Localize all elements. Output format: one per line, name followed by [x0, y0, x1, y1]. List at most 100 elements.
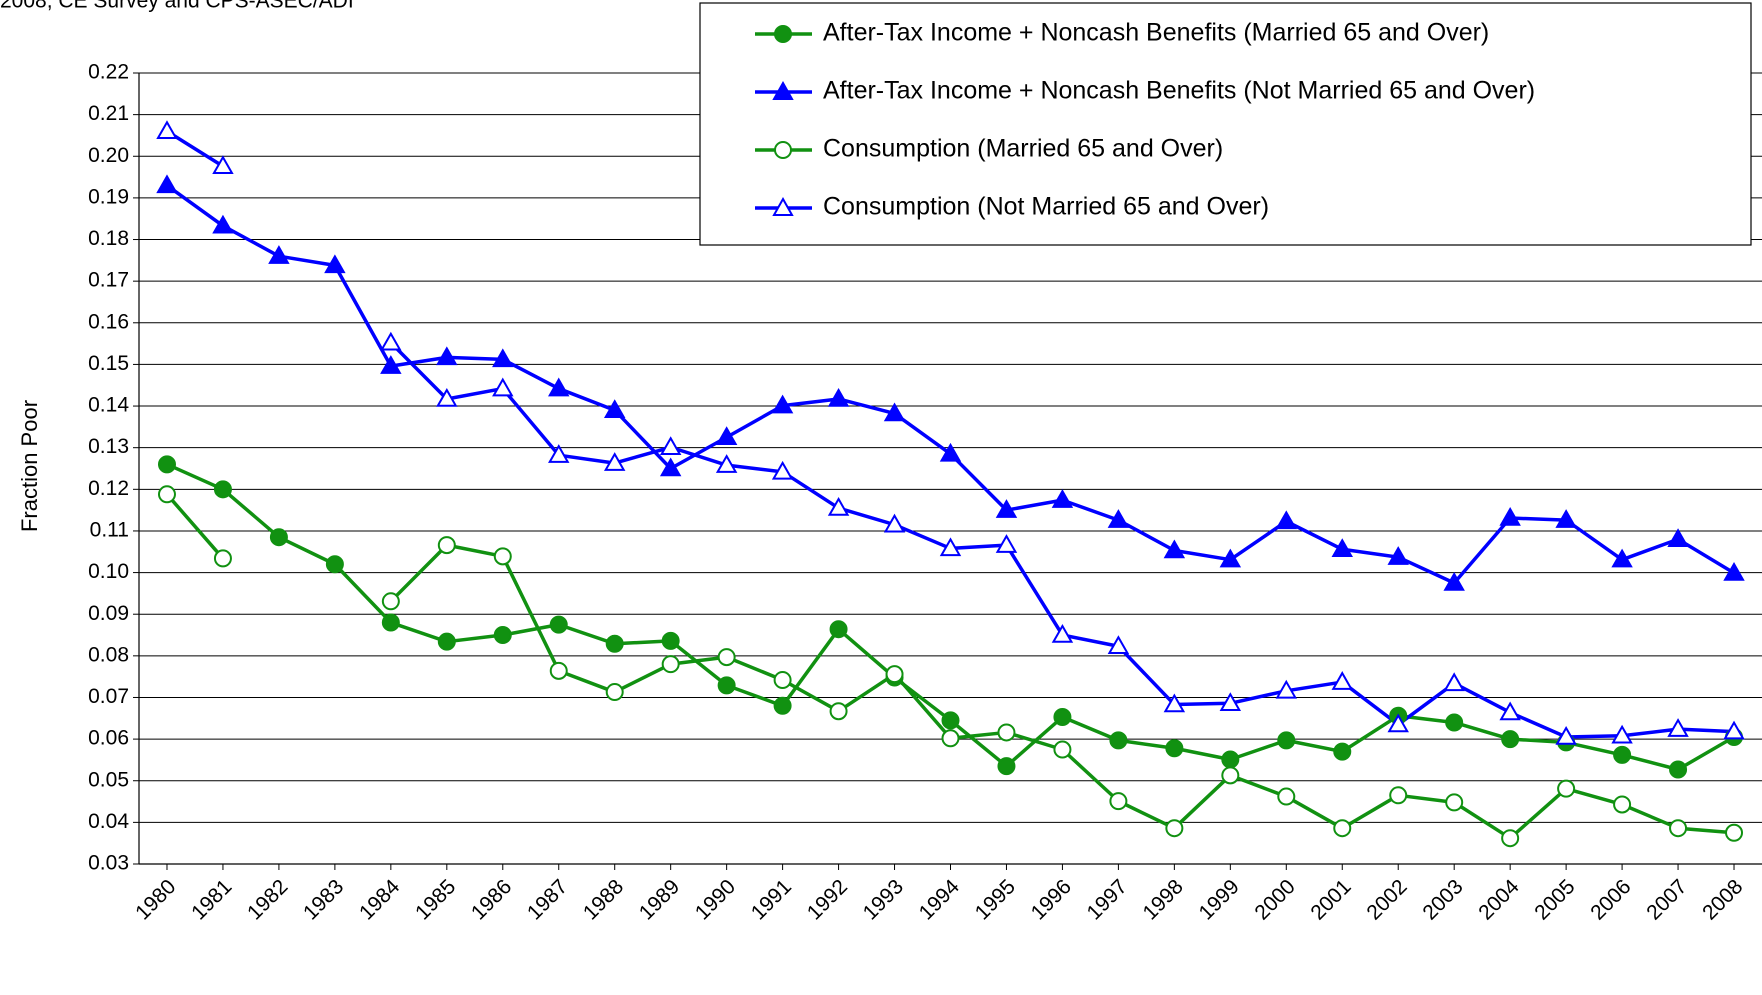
- marker: [605, 634, 624, 653]
- marker: [1555, 509, 1577, 528]
- marker: [492, 377, 514, 397]
- y-tick-label: 0.20: [88, 144, 129, 167]
- marker: [603, 452, 626, 471]
- marker: [1219, 692, 1242, 712]
- marker: [1723, 561, 1745, 581]
- x-tick-label: 1999: [1194, 875, 1243, 924]
- marker: [1107, 509, 1130, 528]
- y-tick-label: 0.19: [88, 185, 129, 208]
- y-tick-label: 0.05: [88, 768, 129, 791]
- x-tick-label: 1987: [523, 875, 572, 924]
- marker: [1109, 731, 1128, 750]
- marker: [325, 555, 344, 574]
- marker: [381, 613, 400, 632]
- marker: [605, 683, 624, 702]
- legend-marker: [774, 25, 792, 43]
- y-tick-label: 0.04: [88, 810, 129, 833]
- marker: [661, 655, 680, 674]
- marker: [156, 174, 178, 194]
- marker: [1163, 693, 1186, 713]
- marker: [1165, 739, 1184, 758]
- marker: [1723, 720, 1745, 740]
- marker: [939, 442, 962, 462]
- x-tick-label: 2005: [1530, 875, 1579, 924]
- marker: [1051, 489, 1074, 508]
- marker: [1445, 713, 1464, 732]
- marker: [1331, 671, 1353, 690]
- x-tick-label: 1996: [1027, 875, 1076, 924]
- marker: [939, 537, 962, 557]
- chart-subtitle: 2008, CE Survey and CPS-ASEC/ADI: [0, 0, 354, 13]
- marker: [771, 394, 794, 414]
- legend-marker: [774, 141, 792, 159]
- marker: [156, 120, 178, 140]
- marker: [1221, 766, 1240, 785]
- marker: [715, 454, 738, 473]
- marker: [1387, 713, 1409, 733]
- y-tick-label: 0.08: [88, 643, 129, 666]
- x-tick-label: 1989: [635, 875, 684, 924]
- x-tick-label: 1991: [747, 875, 796, 924]
- x-tick-label: 1981: [187, 875, 236, 924]
- marker: [661, 631, 680, 650]
- x-tick-label: 1994: [915, 875, 965, 925]
- marker: [659, 436, 682, 456]
- marker: [437, 632, 456, 651]
- marker: [885, 665, 904, 684]
- legend-box: [699, 2, 1752, 246]
- marker: [773, 696, 792, 715]
- marker: [437, 536, 456, 555]
- marker: [715, 426, 738, 446]
- marker: [773, 670, 792, 689]
- marker: [380, 331, 402, 351]
- x-tick-label: 1986: [467, 875, 516, 924]
- marker: [603, 399, 626, 418]
- marker: [1053, 708, 1072, 727]
- marker: [436, 346, 458, 366]
- marker: [1611, 548, 1633, 568]
- marker: [1333, 742, 1352, 761]
- marker: [995, 534, 1018, 553]
- legend: After-Tax Income + Noncash Benefits (Mar…: [699, 2, 1752, 246]
- legend-label: Consumption (Married 65 and Over): [823, 135, 1223, 163]
- legend-marker: [772, 196, 794, 216]
- x-tick-label: 2004: [1474, 875, 1524, 925]
- marker: [1275, 679, 1298, 699]
- y-tick-label: 0.12: [88, 477, 129, 500]
- x-tick-label: 1983: [299, 875, 348, 924]
- y-tick-label: 0.16: [88, 310, 129, 333]
- marker: [827, 497, 850, 516]
- x-tick-label: 1993: [859, 875, 908, 924]
- marker: [1109, 792, 1128, 811]
- x-tick-label: 1980: [131, 875, 180, 924]
- y-tick-label: 0.15: [88, 352, 129, 375]
- marker: [941, 729, 960, 748]
- marker: [268, 245, 290, 264]
- marker: [827, 387, 850, 407]
- x-tick-label: 2006: [1586, 875, 1635, 924]
- marker: [1669, 760, 1688, 779]
- marker: [1443, 571, 1465, 591]
- marker: [829, 702, 848, 721]
- y-tick-label: 0.03: [88, 852, 129, 875]
- marker: [1333, 819, 1352, 838]
- x-tick-label: 2008: [1698, 875, 1747, 924]
- marker: [1277, 731, 1296, 750]
- marker: [1611, 724, 1633, 744]
- marker: [883, 513, 906, 533]
- legend-label: Consumption (Not Married 65 and Over): [823, 193, 1269, 221]
- marker: [213, 549, 232, 568]
- y-tick-label: 0.22: [88, 61, 129, 84]
- x-tick-label: 1998: [1139, 875, 1188, 924]
- marker: [997, 757, 1016, 776]
- marker: [212, 214, 234, 234]
- marker: [157, 485, 176, 504]
- marker: [1613, 795, 1632, 814]
- marker: [771, 460, 794, 480]
- x-tick-label: 1982: [243, 875, 292, 924]
- marker: [549, 661, 568, 680]
- x-tick-label: 1990: [691, 875, 740, 924]
- marker: [1389, 786, 1408, 805]
